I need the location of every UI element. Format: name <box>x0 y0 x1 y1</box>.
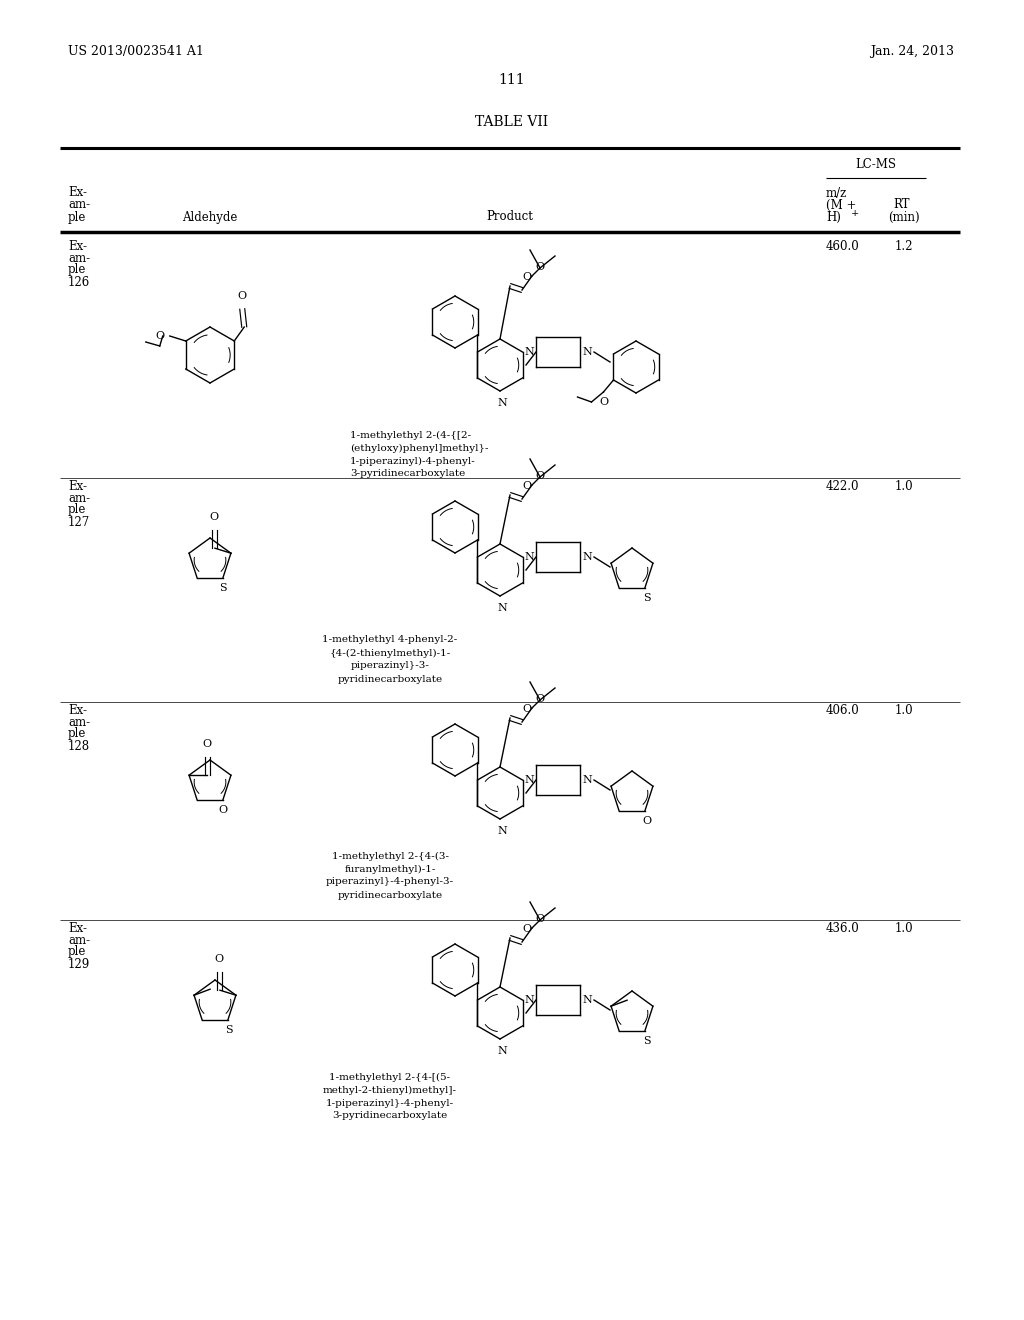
Text: 128: 128 <box>68 739 90 752</box>
Text: (ethyloxy)phenyl]methyl}-: (ethyloxy)phenyl]methyl}- <box>350 444 488 453</box>
Text: N: N <box>524 995 534 1005</box>
Text: S: S <box>219 583 226 593</box>
Text: O: O <box>522 924 531 935</box>
Text: furanylmethyl)-1-: furanylmethyl)-1- <box>344 865 435 874</box>
Text: O: O <box>218 805 227 814</box>
Text: O: O <box>522 704 531 714</box>
Text: O: O <box>535 261 544 272</box>
Text: N: N <box>524 347 534 356</box>
Text: LC-MS: LC-MS <box>855 158 896 172</box>
Text: am-: am- <box>68 252 90 264</box>
Text: 1-piperazinyl}-4-phenyl-: 1-piperazinyl}-4-phenyl- <box>326 1098 454 1107</box>
Text: N: N <box>582 552 592 562</box>
Text: piperazinyl}-3-: piperazinyl}-3- <box>350 661 429 671</box>
Text: +: + <box>851 209 859 218</box>
Text: 422.0: 422.0 <box>826 479 859 492</box>
Text: 436.0: 436.0 <box>826 921 860 935</box>
Text: N: N <box>497 826 507 836</box>
Text: N: N <box>582 995 592 1005</box>
Text: US 2013/0023541 A1: US 2013/0023541 A1 <box>68 45 204 58</box>
Text: S: S <box>225 1024 232 1035</box>
Text: m/z: m/z <box>826 186 847 199</box>
Text: ple: ple <box>68 264 86 276</box>
Text: 1.2: 1.2 <box>895 239 913 252</box>
Text: am-: am- <box>68 198 90 211</box>
Text: TABLE VII: TABLE VII <box>475 115 549 129</box>
Text: O: O <box>156 331 165 341</box>
Text: N: N <box>497 1045 507 1056</box>
Text: Ex-: Ex- <box>68 186 87 199</box>
Text: (M +: (M + <box>826 198 856 211</box>
Text: 3-pyridinecarboxylate: 3-pyridinecarboxylate <box>350 470 465 479</box>
Text: Product: Product <box>486 210 534 223</box>
Text: O: O <box>535 694 544 704</box>
Text: 1-methylethyl 4-phenyl-2-: 1-methylethyl 4-phenyl-2- <box>323 635 458 644</box>
Text: 1-methylethyl 2-{4-(3-: 1-methylethyl 2-{4-(3- <box>332 851 449 861</box>
Text: ple: ple <box>68 210 86 223</box>
Text: N: N <box>524 775 534 785</box>
Text: N: N <box>582 347 592 356</box>
Text: 1.0: 1.0 <box>895 479 913 492</box>
Text: N: N <box>524 552 534 562</box>
Text: {4-(2-thienylmethyl)-1-: {4-(2-thienylmethyl)-1- <box>330 648 451 657</box>
Text: 129: 129 <box>68 957 90 970</box>
Text: piperazinyl}-4-phenyl-3-: piperazinyl}-4-phenyl-3- <box>326 878 454 887</box>
Text: ple: ple <box>68 945 86 958</box>
Text: Ex-: Ex- <box>68 239 87 252</box>
Text: O: O <box>209 512 218 523</box>
Text: am-: am- <box>68 933 90 946</box>
Text: Ex-: Ex- <box>68 479 87 492</box>
Text: Ex-: Ex- <box>68 921 87 935</box>
Text: O: O <box>599 397 608 407</box>
Text: ple: ple <box>68 727 86 741</box>
Text: am-: am- <box>68 715 90 729</box>
Text: O: O <box>522 480 531 491</box>
Text: 126: 126 <box>68 276 90 289</box>
Text: N: N <box>497 603 507 612</box>
Text: O: O <box>203 739 212 750</box>
Text: 1.0: 1.0 <box>895 921 913 935</box>
Text: O: O <box>642 816 651 826</box>
Text: am-: am- <box>68 491 90 504</box>
Text: 1-methylethyl 2-(4-{[2-: 1-methylethyl 2-(4-{[2- <box>350 430 471 440</box>
Text: (min): (min) <box>888 210 920 223</box>
Text: Aldehyde: Aldehyde <box>182 210 238 223</box>
Text: S: S <box>643 1036 650 1045</box>
Text: methyl-2-thienyl)methyl]-: methyl-2-thienyl)methyl]- <box>323 1085 457 1094</box>
Text: 1-piperazinyl)-4-phenyl-: 1-piperazinyl)-4-phenyl- <box>350 457 476 466</box>
Text: O: O <box>522 272 531 282</box>
Text: 3-pyridinecarboxylate: 3-pyridinecarboxylate <box>333 1111 447 1121</box>
Text: 406.0: 406.0 <box>826 704 860 717</box>
Text: Jan. 24, 2013: Jan. 24, 2013 <box>870 45 954 58</box>
Text: 127: 127 <box>68 516 90 528</box>
Text: 1.0: 1.0 <box>895 704 913 717</box>
Text: ple: ple <box>68 503 86 516</box>
Text: N: N <box>582 775 592 785</box>
Text: O: O <box>535 471 544 480</box>
Text: Ex-: Ex- <box>68 704 87 717</box>
Text: N: N <box>497 399 507 408</box>
Text: O: O <box>535 913 544 924</box>
Text: 111: 111 <box>499 73 525 87</box>
Text: pyridinecarboxylate: pyridinecarboxylate <box>338 891 442 899</box>
Text: H): H) <box>826 210 841 223</box>
Text: RT: RT <box>893 198 909 211</box>
Text: 1-methylethyl 2-{4-[(5-: 1-methylethyl 2-{4-[(5- <box>330 1072 451 1081</box>
Text: O: O <box>214 954 223 964</box>
Text: 460.0: 460.0 <box>826 239 860 252</box>
Text: S: S <box>643 593 650 603</box>
Text: pyridinecarboxylate: pyridinecarboxylate <box>338 675 442 684</box>
Text: O: O <box>238 290 247 301</box>
